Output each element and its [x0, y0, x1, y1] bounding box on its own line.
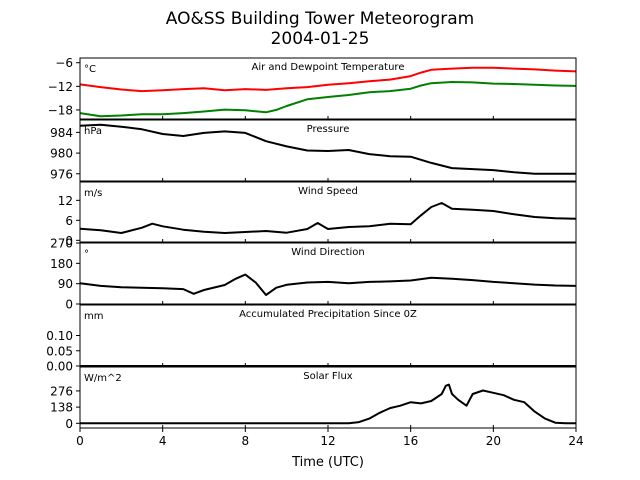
y-tick-label: 90 [58, 277, 73, 291]
panel-title: Wind Speed [298, 186, 358, 197]
panel-4: 270 180 90 0 ° Wind Direction [50, 237, 577, 312]
y-tick-label: 0 [65, 298, 73, 312]
series-line-1-1 [79, 66, 577, 93]
panel-unit: ° [84, 249, 89, 260]
panel-2: 984 980 976 hPa Pressure [50, 119, 577, 182]
y-tick-label: −6 [55, 56, 73, 70]
y-tick-label: 0.00 [46, 360, 73, 374]
y-tick-label: 12 [58, 194, 73, 208]
series-line-6-1 [80, 383, 576, 425]
x-tick-label: 8 [242, 434, 250, 448]
panel-1: −6 −12 −18 °C Air and Dewpoint Temperature [48, 56, 577, 120]
y-tick-label: 0.05 [46, 344, 73, 358]
y-tick-label: 984 [50, 126, 73, 140]
y-tick-label: −12 [48, 80, 73, 94]
y-tick-label: 180 [50, 257, 73, 271]
y-tick-label: 0 [65, 234, 73, 248]
x-tick-label: 12 [320, 434, 335, 448]
panel-unit: mm [84, 311, 103, 322]
x-axis-label: Time (UTC) [291, 455, 364, 470]
chart-title: AO&SS Building Tower Meteorogram [166, 9, 474, 29]
panel-title: Wind Direction [291, 247, 365, 258]
panel-unit: W/m^2 [84, 373, 122, 384]
panel-title: Solar Flux [303, 371, 353, 382]
panel-unit: hPa [84, 126, 102, 137]
y-tick-label: 138 [50, 401, 73, 415]
panel-3: 12 6 0 m/s Wind Speed [58, 181, 577, 248]
series-line-2-1 [79, 123, 576, 175]
y-tick-label: 0 [65, 417, 73, 431]
x-tick-label: 4 [159, 434, 167, 448]
series-line-1-2 [79, 81, 577, 118]
panel-unit: m/s [84, 188, 102, 199]
y-tick-label: 276 [50, 384, 73, 398]
x-tick-label: 20 [486, 434, 501, 448]
x-axis: 0 4 8 12 16 20 24 [76, 428, 584, 448]
y-tick-label: 980 [50, 147, 73, 161]
panels-group: −6 −12 −18 °C Air and Dewpoint Temperature 98… [46, 56, 577, 431]
panel-6: 276 138 0 W/m^2 Solar Flux [50, 366, 577, 431]
series-line-3-1 [79, 202, 577, 234]
x-tick-label: 0 [76, 434, 84, 448]
chart-subtitle: 2004-01-25 [271, 29, 370, 49]
series-line-4-1 [79, 273, 577, 296]
y-tick-label: 0.10 [46, 329, 73, 343]
panel-title: Accumulated Precipitation Since 0Z [239, 309, 417, 320]
panel-unit: °C [84, 64, 96, 75]
y-tick-label: 6 [65, 214, 73, 228]
panel-5: 0.100.05 0.00 mm Accumulated Precipitation … [46, 304, 577, 374]
y-tick-label: 976 [50, 167, 73, 181]
x-tick-label: 16 [403, 434, 418, 448]
y-tick-label: 270 [50, 237, 73, 251]
panel-title: Air and Dewpoint Temperature [252, 62, 405, 73]
y-tick-label: −18 [48, 103, 73, 117]
x-tick-label: 24 [568, 434, 583, 448]
panel-title: Pressure [307, 124, 350, 135]
